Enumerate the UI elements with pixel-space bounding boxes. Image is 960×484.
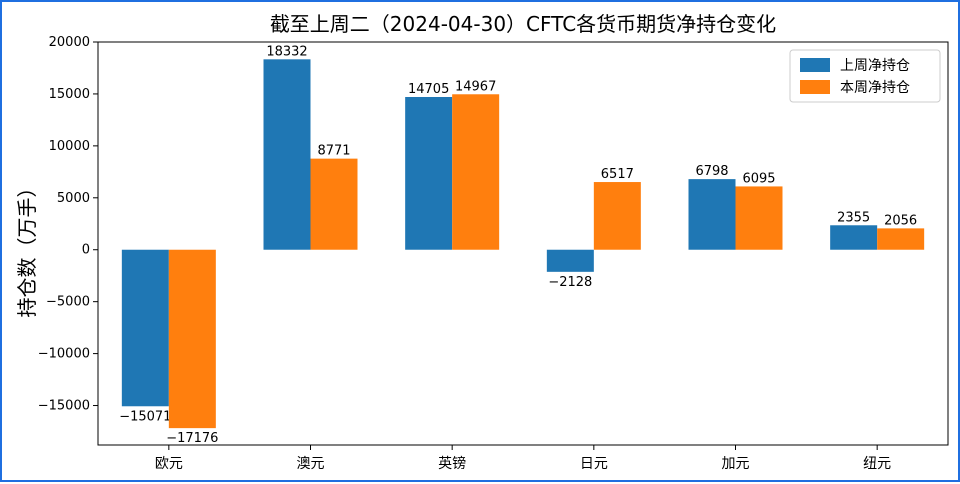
- legend-label: 上周净持仓: [840, 58, 910, 74]
- data-label: 8771: [317, 144, 350, 159]
- data-label: −2128: [548, 275, 592, 290]
- x-tick-label: 纽元: [863, 456, 891, 472]
- x-tick-label: 日元: [580, 456, 608, 472]
- y-tick-label: −15000: [38, 399, 90, 414]
- bar: [121, 249, 169, 407]
- y-tick-label: −10000: [38, 347, 90, 362]
- x-tick-label: 加元: [722, 456, 750, 472]
- bar: [546, 249, 594, 272]
- bar: [593, 182, 641, 250]
- y-axis-label: 持仓数（万手）: [15, 178, 39, 318]
- data-label: 14705: [408, 82, 449, 97]
- y-tick-label: 0: [82, 243, 90, 258]
- legend-swatch: [800, 58, 830, 72]
- y-tick-label: 5000: [57, 191, 90, 206]
- y-tick-label: 20000: [49, 35, 90, 50]
- bar: [735, 186, 783, 250]
- bar: [830, 225, 878, 250]
- bar: [168, 249, 216, 429]
- bar: [452, 94, 500, 250]
- data-label: −17176: [166, 431, 218, 446]
- data-label: 2056: [884, 213, 917, 228]
- plot-area: −15000 −10000 −5000 0 5000 10000 15000 20000 欧元 −…: [38, 35, 949, 472]
- bar: [263, 59, 311, 250]
- data-label: 6517: [601, 167, 634, 182]
- bar: [405, 96, 453, 250]
- bar: [688, 179, 736, 250]
- x-tick-label: 澳元: [297, 456, 325, 472]
- x-tick-label: 欧元: [155, 456, 183, 472]
- legend-swatch: [800, 80, 830, 94]
- bar: [877, 228, 925, 250]
- data-label: 6798: [695, 164, 728, 179]
- y-tick-label: 15000: [49, 87, 90, 102]
- data-label: 18332: [266, 44, 307, 59]
- y-tick-label: −5000: [46, 295, 90, 310]
- data-label: 2355: [837, 210, 870, 225]
- data-label: 14967: [455, 79, 496, 94]
- x-tick-label: 英镑: [438, 455, 466, 472]
- legend-label: 本周净持仓: [840, 80, 910, 96]
- data-label: −15071: [119, 409, 171, 424]
- chart-title: 截至上周二（2024-04-30）CFTC各货币期货净持仓变化: [270, 12, 776, 36]
- y-tick-label: 10000: [49, 139, 90, 154]
- data-label: 6095: [742, 171, 775, 186]
- axes-frame: [97, 41, 949, 446]
- bar: [310, 158, 358, 250]
